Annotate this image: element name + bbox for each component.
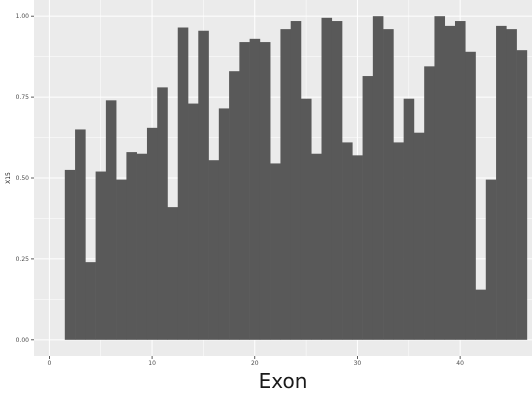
bar [75,129,86,340]
bars [64,16,528,340]
bar [249,38,261,340]
bar [516,50,528,340]
bar [434,16,446,340]
bar [413,132,425,340]
x-axis-title: Exon [259,369,308,393]
x-tick-label: 40 [456,360,464,367]
x-axis-ticks: 0 10 20 30 40 [47,356,464,367]
bar [496,25,507,340]
x-tick-label: 0 [47,360,51,367]
x-tick-label: 30 [354,360,362,367]
bar [444,25,456,340]
bar [506,29,517,340]
bar [383,29,394,340]
y-tick-label: 0.75 [16,94,30,101]
bar [177,27,189,340]
bar [218,108,230,340]
bar [362,76,374,340]
bar [290,21,302,340]
y-tick-label: 0.50 [16,175,30,182]
bar [95,171,107,340]
bar [105,100,117,340]
y-axis-title: X15 [5,172,12,184]
bar [229,71,240,340]
bar [342,142,353,340]
bar [300,98,312,340]
bar [280,29,292,340]
bar [157,87,168,340]
bar [239,42,250,340]
y-tick-label: 1.00 [16,13,30,20]
bar [485,179,497,340]
x-tick-label: 20 [251,360,259,367]
bar [311,153,322,340]
bar [321,17,333,340]
bar [393,142,404,340]
bar [136,153,148,340]
y-axis-ticks: 0.00 0.25 0.50 0.75 1.00 [16,13,34,344]
bar [198,30,209,340]
bar [126,152,137,340]
bar [475,289,487,340]
bar [259,42,271,340]
y-tick-label: 0.25 [16,256,30,263]
bar [146,127,158,340]
y-tick-label: 0.00 [16,337,30,344]
bar [188,103,199,340]
bar [331,21,343,340]
bar [116,179,127,340]
bar [64,169,76,340]
bar [424,66,435,340]
bar [465,51,476,340]
x-tick-label: 10 [148,360,156,367]
bar [208,160,220,340]
bar [85,262,96,340]
bar [270,163,281,340]
bar [372,16,384,340]
bar [403,98,415,340]
bar [454,21,466,340]
bar [167,207,179,340]
bar [352,155,363,340]
